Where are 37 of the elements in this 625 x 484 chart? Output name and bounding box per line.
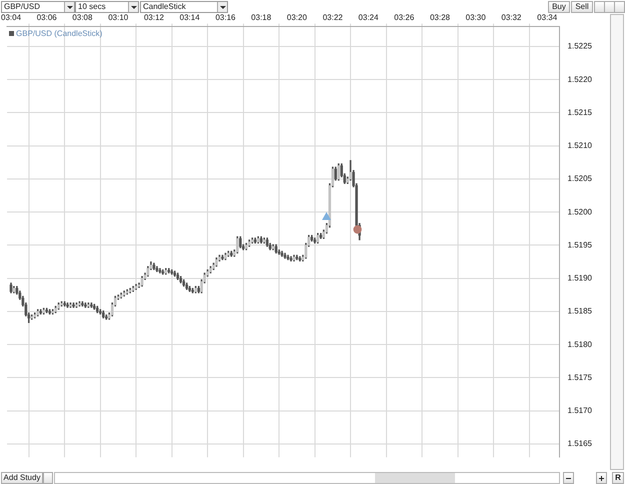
y-tick-label: 1.5175 [568, 372, 593, 382]
y-tick-label: 1.5190 [568, 274, 593, 283]
y-tick-label: 1.5170 [568, 406, 593, 416]
x-tick-label: 03:30 [466, 13, 486, 22]
x-tick-label: 03:04 [0, 13, 22, 22]
x-tick-label: 03:06 [36, 13, 58, 22]
x-tick-label: 03:10 [108, 13, 129, 22]
x-tick-label: 03:34 [537, 13, 558, 22]
x-tick-label: 03:22 [322, 13, 344, 22]
x-tick-label: 03:28 [430, 13, 451, 22]
x-tick-label: 03:26 [394, 13, 415, 22]
y-tick-label: 1.5220 [568, 74, 593, 84]
x-tick-label: 03:24 [358, 13, 379, 22]
x-tick-label: 03:32 [501, 13, 522, 22]
y-tick-label: 1.5205 [568, 174, 593, 184]
y-tick-label: 1.5225 [568, 42, 593, 51]
y-tick-label: 1.5195 [568, 240, 593, 250]
y-tick-label: 1.5185 [568, 306, 593, 316]
x-tick-label: 03:14 [180, 13, 200, 22]
chart-subtitle: 10 secs [78, 2, 106, 11]
text: CandleStick [143, 2, 186, 11]
text: Buy [548, 1, 570, 13]
x-tick-label: 03:08 [72, 13, 93, 22]
text: R [612, 472, 624, 484]
chart-title: GBP/USD [4, 2, 40, 11]
x-tick-label: 03:20 [286, 13, 308, 22]
y-tick-label: 1.5210 [568, 141, 593, 150]
x-tick-label: 03:12 [144, 13, 165, 22]
x-tick-label: 03:16 [215, 13, 236, 22]
y-tick-label: 1.5180 [568, 340, 593, 349]
legend-label: GBP/USD (CandleStick) [16, 28, 102, 38]
y-tick-label: 1.5200 [568, 207, 593, 216]
text: Add Study [1, 472, 43, 484]
x-tick-label: 03:18 [251, 13, 272, 22]
y-tick-label: 1.5215 [568, 108, 593, 117]
y-tick-label: 1.5165 [568, 439, 593, 448]
text: Sell [571, 1, 593, 13]
